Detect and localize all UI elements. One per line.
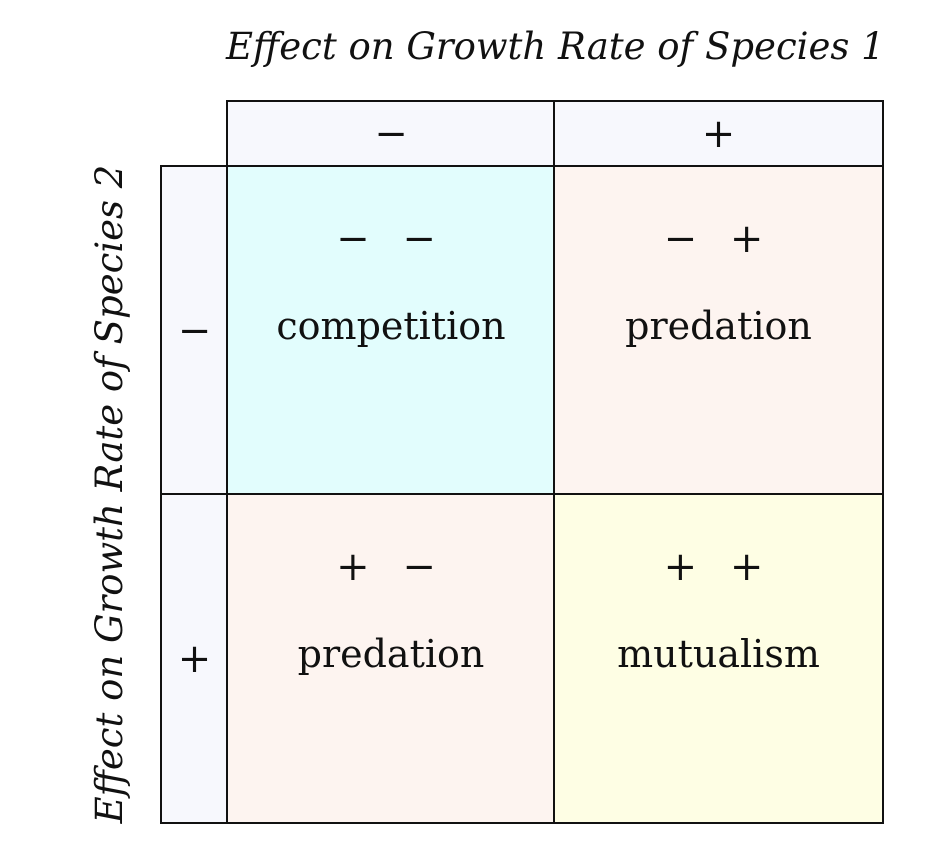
row-header-plus-label: + bbox=[177, 635, 212, 682]
row-header-minus-label: − bbox=[177, 307, 212, 354]
cell-predation-top-signs: − + bbox=[663, 216, 774, 262]
cell-competition-signs: − − bbox=[336, 216, 446, 262]
cell-predation-bottom: + − predation bbox=[226, 493, 556, 824]
cell-mutualism-signs: + + bbox=[663, 544, 774, 590]
cell-predation-top: − + predation bbox=[553, 165, 884, 496]
cell-mutualism: + + mutualism bbox=[553, 493, 884, 824]
cell-competition: − − competition bbox=[226, 165, 556, 496]
row-header-minus: − bbox=[160, 165, 229, 496]
cell-mutualism-name: mutualism bbox=[617, 632, 820, 676]
column-header-plus: + bbox=[553, 100, 884, 168]
column-header-minus: − bbox=[226, 100, 556, 168]
cell-predation-top-name: predation bbox=[625, 304, 812, 348]
column-header-minus-label: − bbox=[374, 111, 408, 157]
species-1-axis-label: Effect on Growth Rate of Species 1 bbox=[226, 25, 885, 68]
cell-predation-bottom-signs: + − bbox=[336, 544, 446, 590]
cell-competition-name: competition bbox=[276, 304, 506, 348]
species-2-axis-label: Effect on Growth Rate of Species 2 bbox=[88, 164, 131, 824]
cell-predation-bottom-name: predation bbox=[297, 632, 485, 676]
column-header-plus-label: + bbox=[701, 111, 736, 157]
row-header-plus: + bbox=[160, 493, 229, 824]
